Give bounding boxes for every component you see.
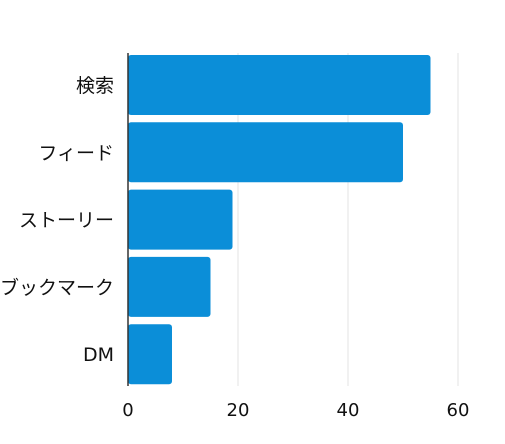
x-tick-label-60: 60 [447, 400, 470, 421]
bar-3 [128, 189, 233, 250]
category-label-3: ストーリー [19, 210, 114, 232]
x-tick-label-40: 40 [337, 400, 360, 421]
category-label-1: 検索 [76, 75, 114, 97]
category-label-2: フィード [38, 142, 114, 164]
x-tick-label-20: 20 [227, 400, 250, 421]
bar-layer [128, 55, 431, 385]
bar-1 [128, 55, 431, 115]
bar-5 [128, 324, 172, 385]
x-tick-label-0: 0 [122, 400, 133, 421]
category-label-5: DM [83, 344, 114, 366]
bar-4 [128, 256, 211, 317]
category-label-4: ブックマーク [0, 276, 114, 299]
bar-2 [128, 122, 403, 183]
